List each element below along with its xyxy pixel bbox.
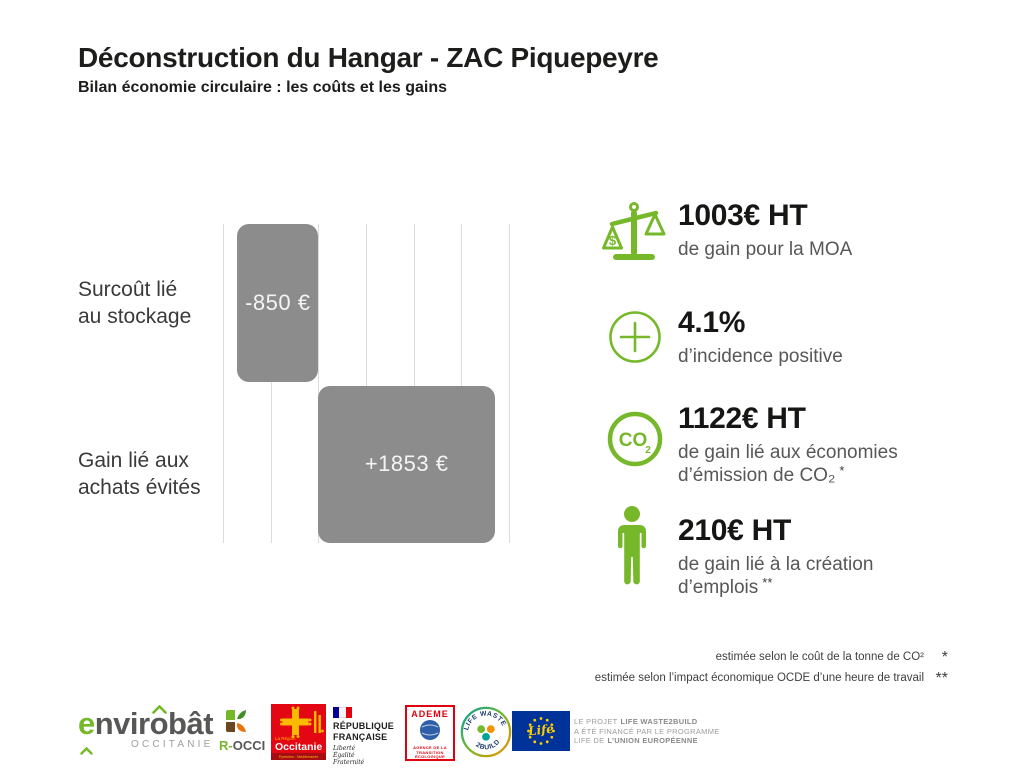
ademe-globe-icon xyxy=(420,720,440,740)
chart-gridline xyxy=(461,224,463,543)
balance-scale-icon: $ xyxy=(600,198,668,271)
rf-name-line1: RÉPUBLIQUE xyxy=(333,721,395,731)
rocci-label-prefix: R- xyxy=(219,738,233,753)
footnote-co2: estimée selon le coût de la tonne de CO²… xyxy=(595,649,948,672)
page-subtitle: Bilan économie circulaire : les coûts et… xyxy=(78,79,448,96)
chart-gridline xyxy=(223,224,224,543)
ademe-sub-line: ÉCOLOGIQUE xyxy=(414,754,446,760)
stat-value-incidence: 4.1% xyxy=(678,306,746,339)
chart-gridline xyxy=(509,224,510,543)
eu-life-logo: Life xyxy=(512,711,570,751)
chart-row-label-stockage: Surcoût lié au stockage xyxy=(78,276,228,330)
stat-desc-incidence: d’incidence positive xyxy=(678,346,843,367)
svg-text:2: 2 xyxy=(645,445,651,456)
ademe-logo: ADEME AGENCE DE LA TRANSITION ÉCOLOGIQUE xyxy=(405,705,455,761)
stat-value-moa: 1003€ HT xyxy=(678,199,808,232)
funding-line2: A ÉTÉ FINANCÉ PAR LE PROGRAMME xyxy=(574,726,720,736)
footnote-marker: * xyxy=(941,649,948,666)
envirobat-region-label: OCCITANIE xyxy=(131,739,214,750)
ademe-name: ADEME xyxy=(411,709,449,719)
stat-desc-emplois-2: d’emplois ** xyxy=(678,575,968,600)
stat-desc-emplois-text: d’emplois xyxy=(678,577,759,598)
footnote-text: estimée selon l’impact économique OCDE d… xyxy=(594,672,924,684)
chart-gridline xyxy=(413,224,415,543)
ademe-sub-line: AGENCE DE LA xyxy=(413,745,447,750)
stat-emplois: 210€ HT de gain lié à la création d’empl… xyxy=(600,505,970,605)
footnote-text: estimée selon le coût de la tonne de CO² xyxy=(715,651,924,663)
rf-motto: Liberté Égalité Fraternité xyxy=(333,745,397,766)
svg-text:$: $ xyxy=(609,233,617,248)
row-label-line: achats évités xyxy=(78,476,201,499)
rocci-label: R-OCCI xyxy=(219,738,265,753)
footnote-ocde: estimée selon l’impact économique OCDE d… xyxy=(594,670,948,693)
occitanie-region-logo: La Région Occitanie Pyrénées - Méditerra… xyxy=(271,704,326,765)
rf-name-line2: FRANÇAISE xyxy=(333,731,388,742)
stat-desc-co2-1: de gain lié aux économies xyxy=(678,442,898,463)
envirobat-e: e xyxy=(78,706,95,741)
funding-line1: LE PROJET LIFE WASTE2BUILD xyxy=(574,717,698,726)
row-label-line: Gain lié aux xyxy=(78,449,189,472)
envirobat-logo: envirobât xyxy=(78,706,214,742)
chart-bar-value: +1853 € xyxy=(364,451,449,477)
stat-desc-moa: de gain pour la MOA xyxy=(678,239,853,260)
svg-text:Pyrénées - Méditerranée: Pyrénées - Méditerranée xyxy=(279,755,319,759)
stat-desc-co2-2: d’émission de CO₂ * xyxy=(678,463,968,488)
waterfall-chart: -850 € +1853 € xyxy=(223,224,510,543)
ademe-sub-line: TRANSITION xyxy=(416,749,444,755)
rocci-leaf-icon xyxy=(224,708,248,739)
rf-motto-line: Égalité xyxy=(333,752,355,759)
eu-flag-icon xyxy=(512,711,570,751)
chart-bar-1: +1853 € xyxy=(318,385,495,543)
chart-bar-value: -850 € xyxy=(245,289,311,315)
footnotes: estimée selon le coût de la tonne de CO²… xyxy=(594,649,948,693)
plus-circle-icon xyxy=(608,310,662,369)
row-label-line: au stockage xyxy=(78,305,192,328)
funding-line3: LIFE DE L’UNION EUROPÉENNE xyxy=(574,736,698,745)
funding-statement: LE PROJET LIFE WASTE2BUILD A ÉTÉ FINANCÉ … xyxy=(574,717,720,746)
french-flag-icon xyxy=(333,707,352,718)
chart-gridline xyxy=(318,224,320,543)
co2-icon: CO 2 xyxy=(606,410,664,473)
chart-gridline xyxy=(366,224,367,543)
svg-text:La Région: La Région xyxy=(275,736,296,741)
republique-francaise-logo: RÉPUBLIQUE FRANÇAISE Liberté Égalité Fra… xyxy=(333,707,397,766)
envirobat-caret-icon xyxy=(80,742,93,760)
svg-text:CO: CO xyxy=(619,430,648,451)
chart-row-label-achats: Gain lié aux achats évités xyxy=(78,447,228,501)
footnote-marker: ** xyxy=(935,670,948,687)
stat-co2: CO 2 1122€ HT de gain lié aux économies … xyxy=(600,403,970,510)
stat-desc-co2-text: d’émission de CO₂ xyxy=(678,465,836,486)
page-title: Déconstruction du Hangar - ZAC Piquepeyr… xyxy=(78,42,659,73)
chart-bar-0: -850 € xyxy=(237,224,319,382)
envirobat-hat-icon xyxy=(152,701,167,719)
row-label-line: Surcoût lié xyxy=(78,278,178,301)
svg-text:2BUILD: 2BUILD xyxy=(474,738,501,751)
rf-motto-line: Fraternité xyxy=(333,759,365,766)
stat-value-emplois: 210€ HT xyxy=(678,514,791,547)
life-waste2build-logo: LIFE WASTE 2BUILD xyxy=(459,705,513,764)
footnote-marker-ref: ** xyxy=(762,575,773,590)
stat-incidence: 4.1% d’incidence positive xyxy=(600,306,970,410)
rocci-label-rest: OCCI xyxy=(232,738,266,753)
rf-motto-line: Liberté xyxy=(333,745,356,752)
stat-value-co2: 1122€ HT xyxy=(678,402,806,435)
stat-desc-emplois-1: de gain lié à la création xyxy=(678,554,874,575)
footnote-marker-ref: * xyxy=(839,463,845,478)
person-icon xyxy=(612,505,652,594)
stat-gain-moa: $ 1003€ HT de gain pour la MOA xyxy=(600,198,970,298)
chart-gridline xyxy=(270,224,272,543)
svg-text:Occitanie: Occitanie xyxy=(275,741,322,753)
